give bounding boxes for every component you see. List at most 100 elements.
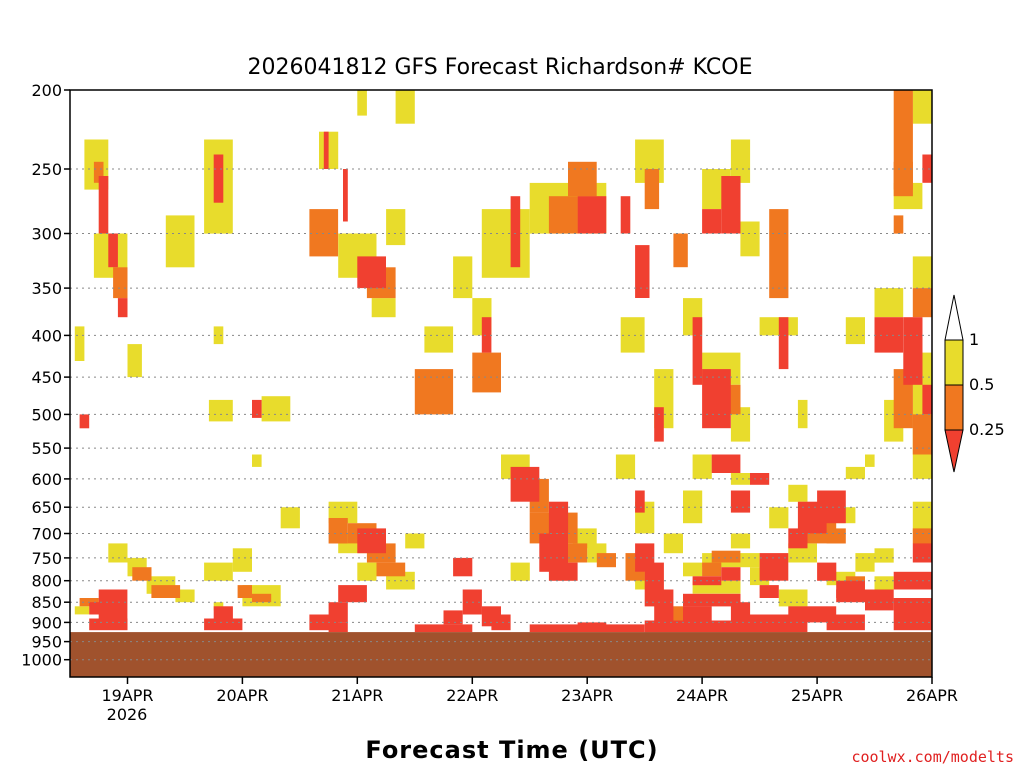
- richardson-cell: [596, 553, 616, 568]
- richardson-cell: [912, 501, 932, 534]
- x-tick-label: 21APR: [331, 686, 383, 705]
- x-tick-label: 19APR: [101, 686, 153, 705]
- richardson-cell: [778, 589, 808, 607]
- y-tick-label: 650: [31, 498, 62, 517]
- richardson-cell: [204, 618, 243, 631]
- richardson-cell: [769, 209, 789, 299]
- richardson-cell: [132, 567, 152, 581]
- richardson-cell: [769, 507, 789, 529]
- y-tick-label: 300: [31, 225, 62, 244]
- richardson-cell: [721, 567, 741, 581]
- richardson-cell: [89, 618, 128, 631]
- richardson-cell: [874, 288, 904, 318]
- richardson-cell: [252, 593, 272, 603]
- richardson-cell: [635, 245, 650, 298]
- richardson-cell: [778, 317, 789, 370]
- plot-area: [70, 90, 932, 677]
- richardson-cell: [343, 169, 348, 222]
- richardson-cell: [759, 553, 789, 581]
- richardson-cell: [548, 562, 578, 581]
- richardson-cell: [826, 528, 846, 544]
- credit-text: coolwx.com/modelts: [851, 748, 1014, 766]
- richardson-cell: [261, 396, 291, 422]
- richardson-cell: [730, 490, 751, 513]
- richardson-cell: [548, 196, 578, 234]
- richardson-cell: [683, 593, 741, 607]
- y-tick-label: 400: [31, 326, 62, 345]
- richardson-cell: [309, 209, 339, 257]
- plot-frame: [69, 89, 933, 678]
- legend-top-triangle: [944, 294, 964, 341]
- richardson-cell: [893, 161, 913, 190]
- legend-bottom-triangle: [944, 429, 964, 473]
- richardson-cell: [213, 326, 224, 345]
- richardson-cell: [328, 622, 348, 633]
- richardson-cell: [98, 589, 128, 623]
- richardson-cell: [702, 369, 731, 429]
- richardson-cell: [376, 562, 406, 577]
- richardson-cell: [788, 484, 808, 502]
- richardson-cell: [232, 548, 252, 572]
- richardson-cell: [711, 550, 741, 563]
- richardson-cell: [874, 548, 894, 563]
- richardson-cell: [912, 528, 932, 544]
- richardson-cell: [922, 384, 932, 415]
- richardson-cell: [237, 585, 252, 598]
- richardson-cell: [395, 90, 415, 124]
- richardson-cell: [711, 454, 741, 473]
- richardson-cell: [113, 267, 128, 299]
- richardson-cell: [74, 326, 85, 361]
- richardson-cell: [252, 454, 262, 467]
- chart-title: 2026041812 GFS Forecast Richardson# KCOE: [248, 55, 753, 80]
- richardson-cell: [644, 620, 741, 633]
- richardson-cell: [922, 154, 932, 183]
- legend-swatch: [944, 384, 964, 431]
- richardson-cell: [788, 606, 837, 623]
- y-tick-label: 750: [31, 549, 62, 568]
- legend-label: 0.25: [969, 420, 1005, 439]
- richardson-cell: [845, 466, 865, 479]
- y-tick-label: 200: [31, 81, 62, 100]
- richardson-cell: [855, 553, 875, 572]
- y-tick-label: 850: [31, 593, 62, 612]
- richardson-cell: [912, 90, 932, 124]
- richardson-cell: [481, 317, 492, 353]
- x-axis-label: Forecast Time (UTC): [365, 736, 658, 764]
- richardson-cell: [730, 473, 751, 485]
- y-tick-label: 500: [31, 405, 62, 424]
- richardson-cell: [323, 131, 329, 169]
- richardson-cell: [357, 256, 386, 289]
- richardson-cell: [683, 606, 712, 623]
- ground-fill: [70, 632, 932, 677]
- richardson-cell: [654, 589, 674, 623]
- x-axis: 19APR 20APR 21APR 22APR 23APR 24APR 25APR 26APR: [101, 677, 958, 705]
- y-tick-label: 1000: [21, 651, 62, 670]
- richardson-cell: [654, 407, 664, 442]
- y-tick-label: 450: [31, 368, 62, 387]
- y-tick-label: 250: [31, 160, 62, 179]
- richardson-cell: [903, 317, 923, 385]
- richardson-cell: [481, 209, 530, 278]
- richardson-cell: [213, 154, 224, 203]
- x-tick-label: 25APR: [791, 686, 843, 705]
- richardson-cell: [620, 196, 631, 234]
- richardson-cell: [683, 562, 703, 577]
- richardson-cell: [577, 622, 607, 629]
- richardson-cell: [912, 414, 932, 455]
- y-tick-label: 550: [31, 439, 62, 458]
- richardson-cell: [386, 209, 406, 246]
- richardson-cell: [510, 466, 540, 502]
- richardson-cell: [692, 317, 703, 385]
- richardson-cell: [912, 543, 932, 563]
- richardson-cell: [357, 90, 367, 116]
- y-tick-label: 900: [31, 613, 62, 632]
- richardson-cell: [510, 196, 521, 268]
- richardson-cell: [817, 562, 837, 581]
- richardson-cell: [673, 233, 688, 268]
- plot-border: [69, 89, 933, 678]
- legend-label: 1: [969, 330, 979, 349]
- richardson-cell: [740, 221, 760, 257]
- y-tick-label: 700: [31, 525, 62, 544]
- richardson-cell: [405, 533, 425, 549]
